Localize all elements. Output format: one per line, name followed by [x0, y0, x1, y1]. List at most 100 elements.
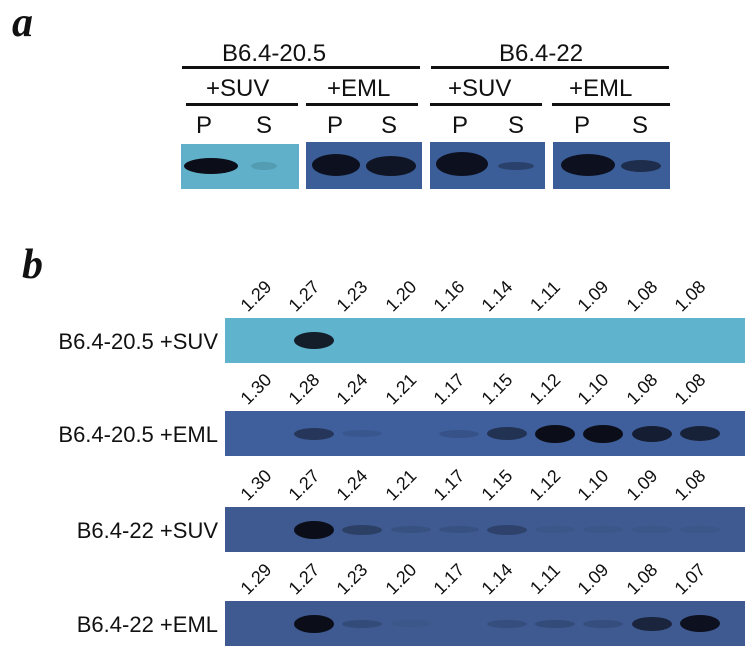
blot-band [561, 154, 615, 176]
density-label: 1.09 [622, 465, 662, 505]
density-label: 1.12 [525, 465, 565, 505]
band [583, 619, 624, 628]
density-label: 1.15 [477, 465, 517, 505]
density-label: 1.10 [573, 369, 613, 409]
density-label: 1.14 [477, 559, 517, 599]
condition-rule-1 [186, 103, 298, 106]
density-label: 1.21 [381, 369, 421, 409]
density-label: 1.08 [670, 465, 710, 505]
band [342, 524, 383, 535]
density-label: 1.15 [477, 369, 517, 409]
density-label: 1.08 [622, 369, 662, 409]
density-label: 1.10 [573, 465, 613, 505]
band [487, 427, 527, 440]
band [631, 526, 672, 533]
band [438, 429, 479, 438]
row-label: B6.4-20.5 +SUV [58, 329, 218, 354]
lane-label-s-2: S [381, 112, 398, 139]
condition-header-3: +SUV [448, 75, 512, 102]
density-label: 1.12 [525, 369, 565, 409]
blot-a-20.5-suv [181, 144, 299, 189]
density-label: 1.24 [332, 369, 372, 409]
band [342, 619, 383, 628]
lane-label-p-1: P [196, 112, 213, 139]
density-label: 1.14 [477, 276, 517, 316]
density-label: 1.20 [381, 276, 421, 316]
lane-label-s-1: S [256, 112, 273, 139]
blot-a-22-suv [430, 142, 545, 189]
row-label: B6.4-22 +SUV [76, 518, 218, 543]
band [294, 614, 335, 633]
lane-label-p-2: P [327, 112, 344, 139]
condition-rule-3 [430, 103, 542, 106]
band [487, 524, 527, 535]
density-label: 1.30 [236, 465, 276, 505]
band [487, 619, 527, 628]
band [631, 425, 672, 442]
density-label: 1.08 [670, 369, 710, 409]
density-label: 1.23 [332, 559, 372, 599]
band [679, 526, 720, 533]
panel-a-label: a [12, 0, 33, 46]
density-label: 1.17 [429, 465, 469, 505]
density-label: 1.23 [332, 276, 372, 316]
band [631, 616, 672, 631]
band [679, 615, 720, 632]
band [294, 427, 335, 440]
blot-strip [225, 601, 745, 646]
lane-label-s-4: S [632, 112, 649, 139]
lane-label-s-3: S [508, 112, 525, 139]
band [583, 526, 624, 533]
density-label: 1.27 [284, 465, 324, 505]
density-label: 1.24 [332, 465, 372, 505]
blot-strip [225, 507, 745, 552]
row-label: B6.4-20.5 +EML [58, 422, 218, 447]
blot-band [366, 156, 416, 176]
blot-a-22-eml [553, 142, 670, 189]
density-label: 1.30 [236, 369, 276, 409]
density-label: 1.09 [573, 276, 613, 316]
density-label: 1.07 [670, 559, 710, 599]
blot-band [621, 160, 661, 172]
band [390, 526, 431, 533]
condition-header-2: +EML [327, 75, 391, 102]
blot-strip [225, 411, 745, 456]
band [390, 620, 431, 627]
lane-label-p-3: P [452, 112, 469, 139]
band [679, 426, 720, 441]
density-label: 1.17 [429, 369, 469, 409]
condition-header-1: +SUV [206, 75, 270, 102]
group-rule-1 [182, 66, 420, 69]
density-label: 1.20 [381, 559, 421, 599]
blot-band [184, 158, 238, 174]
row-label: B6.4-22 +EML [76, 612, 218, 637]
density-label: 1.09 [573, 559, 613, 599]
band [583, 424, 624, 443]
density-label: 1.08 [622, 559, 662, 599]
condition-header-4: +EML [569, 75, 633, 102]
blot-band [251, 162, 277, 170]
band [535, 424, 576, 443]
blot-strip [225, 318, 745, 363]
group-header-1: B6.4-20.5 [222, 40, 327, 67]
condition-rule-4 [552, 103, 670, 106]
density-label: 1.17 [429, 559, 469, 599]
band [535, 526, 576, 533]
density-label: 1.16 [429, 276, 469, 316]
density-label: 1.29 [236, 559, 276, 599]
blot-a-20.5-eml [306, 142, 422, 189]
band [535, 619, 576, 628]
density-label: 1.08 [622, 276, 662, 316]
blot-band [436, 152, 488, 176]
band [438, 526, 479, 533]
group-rule-2 [431, 66, 669, 69]
band [294, 520, 335, 539]
density-label: 1.21 [381, 465, 421, 505]
lane-label-p-4: P [574, 112, 591, 139]
density-label: 1.08 [670, 276, 710, 316]
density-label: 1.27 [284, 276, 324, 316]
density-label: 1.29 [236, 276, 276, 316]
blot-band [312, 154, 360, 176]
density-label: 1.11 [526, 277, 565, 315]
band [342, 430, 383, 437]
